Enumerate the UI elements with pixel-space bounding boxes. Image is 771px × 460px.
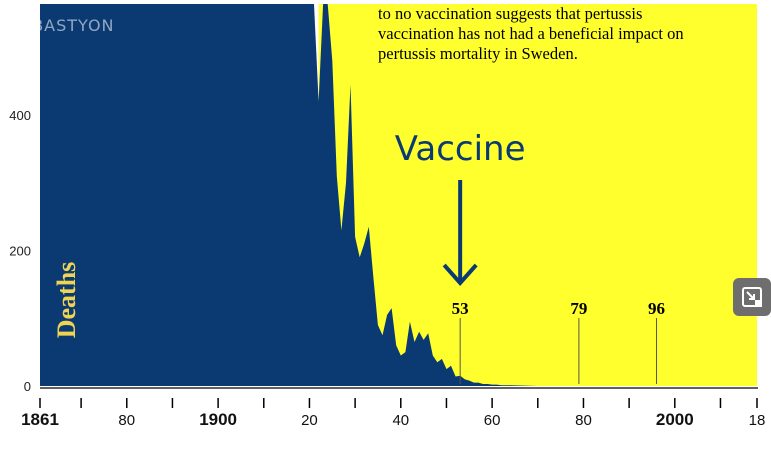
- vaccine-arrow-head: [442, 263, 478, 287]
- y-tick-label: 400: [9, 108, 31, 123]
- y-axis-label: Deaths: [52, 262, 81, 339]
- marker-label: 96: [648, 299, 665, 318]
- x-tick-label: 80: [118, 412, 135, 429]
- x-tick-label: 60: [484, 412, 501, 429]
- y-tick-label: 0: [24, 379, 31, 394]
- annotation-line: vaccination has not had a beneficial imp…: [378, 24, 684, 43]
- annotation-line: pertussis mortality in Sweden.: [378, 44, 578, 63]
- x-tick-label: 1861: [21, 410, 59, 429]
- x-tick-label: 18: [749, 412, 766, 429]
- marker-label: 79: [570, 299, 587, 318]
- expand-button[interactable]: [733, 278, 771, 316]
- watermark-text: BASTYON: [32, 16, 115, 35]
- bastyon-watermark: ▣ BASTYON: [10, 16, 115, 35]
- vaccine-label: Vaccine: [395, 129, 526, 169]
- marker-label: 53: [452, 299, 469, 318]
- annotation-line: to no vaccination suggests that pertussi…: [378, 4, 642, 23]
- x-tick-label: 80: [575, 412, 592, 429]
- x-tick-label: 40: [392, 412, 409, 429]
- watermark-icon: ▣: [10, 16, 33, 35]
- x-tick-label: 20: [301, 412, 318, 429]
- expand-icon: [742, 287, 762, 307]
- x-tick-label: 1900: [199, 410, 237, 429]
- y-tick-label: 200: [9, 244, 31, 259]
- deaths-area: [40, 4, 757, 386]
- x-tick-label: 2000: [656, 410, 694, 429]
